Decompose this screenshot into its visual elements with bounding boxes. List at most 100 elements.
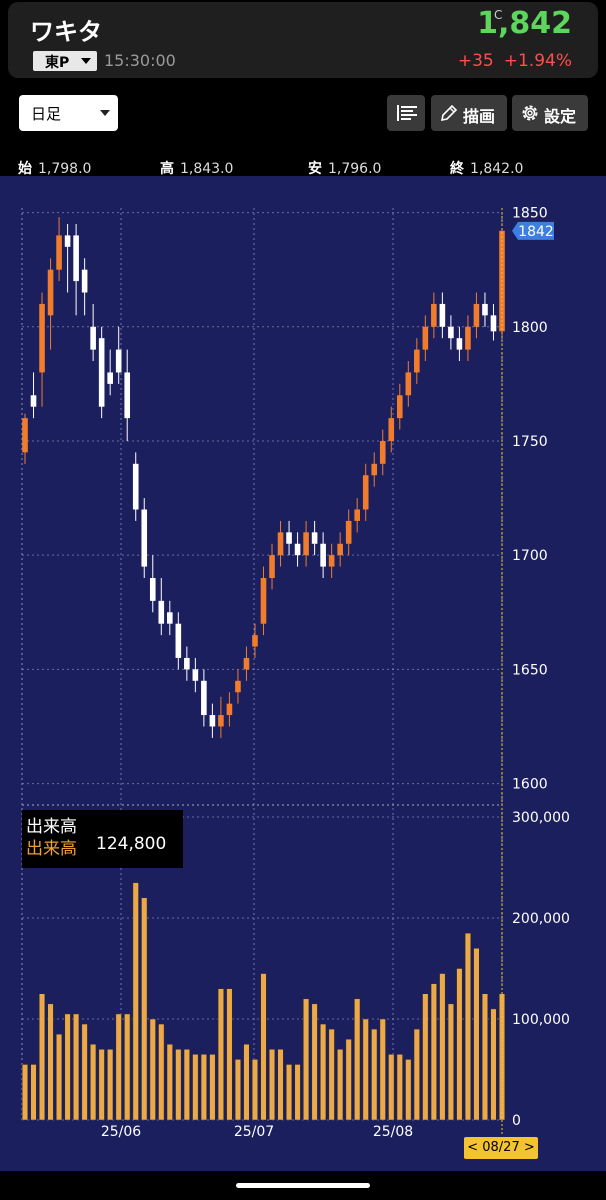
volume-bar	[268, 1049, 276, 1121]
candle-body	[47, 269, 54, 316]
draw-button[interactable]: 描画	[431, 95, 507, 131]
candle-body	[201, 680, 207, 716]
candle-body	[294, 543, 301, 556]
date-navigator[interactable]: < 08/27 >	[464, 1137, 538, 1159]
volume-bar	[132, 882, 139, 1121]
volume-bar	[30, 1064, 37, 1121]
volume-tick-label: 0	[512, 1113, 521, 1129]
close-value: 1,842.0	[470, 161, 524, 177]
volume-bar	[354, 998, 361, 1121]
volume-bar	[337, 1049, 344, 1121]
candle-body	[209, 715, 216, 727]
indicator-list-button[interactable]	[387, 95, 425, 131]
volume-bar	[396, 1054, 403, 1121]
settings-label: 設定	[544, 107, 577, 126]
volume-bar	[124, 1013, 131, 1121]
low-value: 1,796.0	[328, 161, 382, 177]
candle-body	[73, 235, 79, 282]
candle-body	[39, 303, 45, 373]
volume-bar	[166, 1044, 173, 1121]
candle-body	[22, 418, 28, 453]
volume-bar	[362, 1018, 369, 1121]
volume-bar	[243, 1044, 250, 1121]
volume-bar	[439, 973, 446, 1121]
close-indicator: C	[494, 8, 503, 22]
volume-bar	[379, 1018, 386, 1121]
ohlc-high: 高 1,843.0	[160, 158, 233, 178]
volume-bar	[447, 1003, 454, 1121]
volume-bar	[90, 1044, 97, 1121]
volume-bar	[234, 1059, 241, 1121]
candle-body	[482, 303, 488, 316]
volume-bar	[98, 1049, 105, 1121]
candle-body	[345, 520, 352, 544]
settings-button[interactable]: 設定	[512, 95, 588, 131]
ohlc-close: 終 1,842.0	[450, 158, 523, 178]
candle-body	[439, 303, 446, 327]
candle-body	[328, 555, 335, 567]
volume-bar	[115, 1013, 122, 1121]
volume-bar	[294, 1064, 301, 1121]
volume-bar	[481, 993, 489, 1121]
candle-body	[405, 372, 412, 396]
volume-bar	[277, 1049, 284, 1121]
low-label: 安	[308, 161, 322, 177]
candle-body	[320, 543, 326, 567]
candle-body	[56, 235, 62, 270]
volume-bar	[81, 1023, 88, 1121]
candle-body	[396, 395, 403, 419]
volume-legend: 出来高 出来高 124,800	[22, 810, 183, 868]
volume-bar	[328, 1028, 335, 1121]
current-price: 1,842	[477, 6, 572, 41]
gear-icon	[522, 105, 538, 121]
price-tick-label: 1650	[512, 662, 548, 678]
caret-down-icon	[100, 110, 110, 116]
candle-body	[141, 509, 148, 567]
volume-title: 出来高	[26, 817, 77, 837]
volume-bar	[56, 1033, 63, 1121]
caret-down-icon	[81, 58, 91, 64]
pencil-icon	[440, 104, 458, 122]
volume-bar	[251, 1059, 259, 1121]
period-dropdown[interactable]: 日足	[19, 95, 118, 131]
candle-body	[379, 440, 386, 464]
candle-body	[414, 349, 420, 373]
volume-bar	[209, 1054, 216, 1121]
candle-body	[303, 532, 309, 556]
close-label: 終	[450, 161, 464, 177]
volume-bar	[107, 1049, 114, 1121]
candle-body	[81, 269, 88, 293]
candle-body	[90, 326, 96, 350]
change-value: +35	[457, 51, 494, 71]
candle-body	[158, 600, 165, 624]
volume-bar	[200, 1054, 207, 1121]
volume-bar	[456, 968, 463, 1121]
exchange-selector[interactable]: 東P	[33, 51, 97, 71]
draw-label: 描画	[463, 107, 496, 126]
volume-bar	[430, 983, 437, 1121]
current-price-tag	[512, 221, 554, 240]
volume-bar	[303, 998, 310, 1121]
candle-body	[354, 509, 360, 521]
candle-body	[124, 372, 131, 419]
high-label: 高	[160, 161, 174, 177]
volume-tick-label: 300,000	[512, 810, 570, 826]
volume-bar	[345, 1038, 352, 1121]
open-value: 1,798.0	[38, 161, 92, 177]
candle-body	[30, 395, 37, 407]
candle-body	[473, 303, 480, 327]
change-percent: +1.94%	[503, 51, 572, 71]
candle-body	[192, 669, 199, 681]
candle-body	[226, 703, 233, 716]
volume-bar	[141, 897, 148, 1121]
volume-bar	[320, 1023, 327, 1121]
candle-body	[149, 578, 156, 601]
quote-time: 15:30:00	[104, 51, 176, 70]
price-tick-label: 1850	[512, 206, 548, 222]
volume-bar	[47, 1003, 54, 1121]
candle-body	[243, 657, 250, 670]
current-price-label: 1842	[518, 224, 554, 240]
home-indicator[interactable]	[236, 1183, 370, 1188]
candle-body	[115, 349, 122, 373]
